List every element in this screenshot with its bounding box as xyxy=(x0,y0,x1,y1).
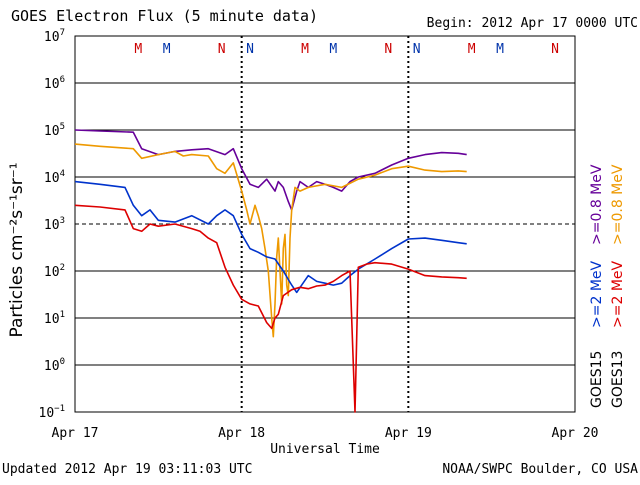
series-line xyxy=(74,204,467,413)
x-tick-label: Apr 18 xyxy=(218,426,265,441)
marker-n: N xyxy=(551,42,559,57)
y-tick-label: 106 xyxy=(44,75,65,92)
marker-m: M xyxy=(329,42,337,57)
legend: GOES15 >=2 MeV >=0.8 MeV GOES13 >=2 MeV … xyxy=(589,164,626,408)
legend-goes13: GOES13 xyxy=(610,351,626,408)
marker-n: N xyxy=(246,42,254,57)
y-tick-label: 100 xyxy=(44,357,65,374)
marker-m: M xyxy=(134,42,142,57)
chart-title: GOES Electron Flux (5 minute data) xyxy=(11,7,318,25)
y-tick-label: 10−1 xyxy=(39,404,66,421)
y-tick-label: 104 xyxy=(44,169,65,186)
gridlines xyxy=(75,82,575,366)
data-series xyxy=(74,129,467,413)
legend-goes13-08mev: >=0.8 MeV xyxy=(610,164,626,245)
y-tick-labels: 107 106 105 104 103 102 101 100 10−1 xyxy=(39,28,66,421)
y-tick-label: 107 xyxy=(44,28,65,45)
x-tick-label: Apr 17 xyxy=(52,426,99,441)
y-tick-label: 105 xyxy=(44,122,65,139)
marker-n: N xyxy=(413,42,421,57)
marker-n: N xyxy=(218,42,226,57)
legend-goes13-2mev: >=2 MeV xyxy=(610,260,626,328)
updated-timestamp: Updated 2012 Apr 19 03:11:03 UTC xyxy=(2,462,252,477)
x-tick-labels: Apr 17 Apr 18 Apr 19 Apr 20 xyxy=(52,426,599,441)
y-tick-label: 103 xyxy=(44,216,65,233)
x-tick-label: Apr 20 xyxy=(552,426,599,441)
credit-label: NOAA/SWPC Boulder, CO USA xyxy=(442,462,638,477)
y-axis-label: Particles cm⁻²s⁻¹sr⁻¹ xyxy=(7,162,27,337)
begin-label: Begin: 2012 Apr 17 0000 UTC xyxy=(427,16,638,31)
marker-n: N xyxy=(384,42,392,57)
series-line xyxy=(74,180,467,294)
legend-goes15: GOES15 xyxy=(589,351,605,408)
series-line xyxy=(74,129,467,211)
marker-m: M xyxy=(301,42,309,57)
x-axis-label: Universal Time xyxy=(270,442,380,457)
series-line xyxy=(74,143,467,338)
y-tick-label: 101 xyxy=(44,310,65,327)
marker-m: M xyxy=(468,42,476,57)
marker-m: M xyxy=(163,42,171,57)
y-tick-label: 102 xyxy=(44,263,65,280)
legend-goes15-08mev: >=0.8 MeV xyxy=(589,164,605,245)
x-tick-label: Apr 19 xyxy=(385,426,432,441)
marker-m: M xyxy=(496,42,504,57)
legend-goes15-2mev: >=2 MeV xyxy=(589,260,605,328)
